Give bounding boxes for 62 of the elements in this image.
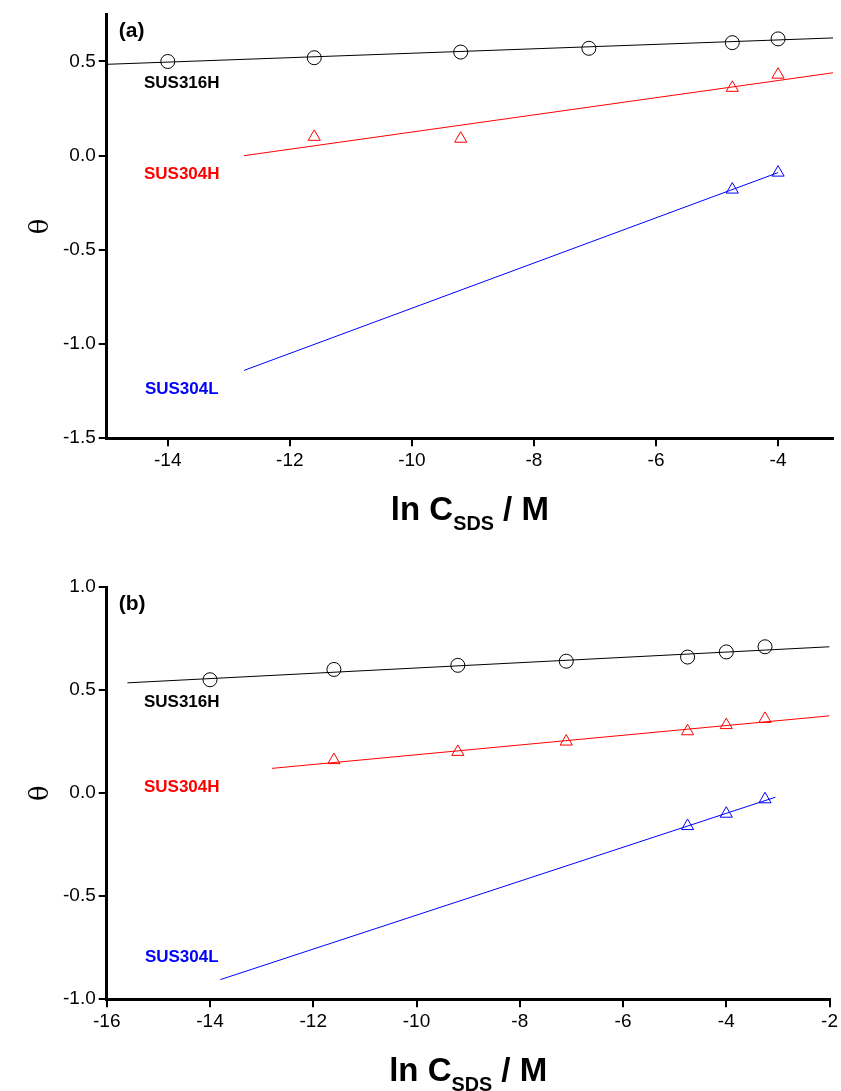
x-tick-label: -4 bbox=[769, 448, 787, 470]
x-tick-label: -8 bbox=[511, 1009, 529, 1031]
point bbox=[719, 717, 733, 730]
point bbox=[681, 723, 695, 736]
y-tick-label: 0.5 bbox=[69, 49, 96, 71]
point bbox=[453, 44, 469, 60]
point bbox=[160, 53, 176, 69]
point bbox=[758, 791, 772, 804]
y-tick-label: -0.5 bbox=[62, 884, 96, 906]
point bbox=[757, 639, 773, 655]
point bbox=[725, 182, 739, 194]
annotation: (a) bbox=[118, 18, 145, 42]
y-axis-title: θ bbox=[24, 785, 54, 801]
x-tick-label: -6 bbox=[647, 448, 665, 470]
x-tick-label: -6 bbox=[614, 1009, 632, 1031]
y-axis-title: θ bbox=[24, 218, 54, 235]
point bbox=[771, 165, 785, 177]
point bbox=[202, 672, 218, 688]
x-tick-label: -2 bbox=[821, 1009, 839, 1031]
point bbox=[770, 31, 786, 47]
point bbox=[681, 818, 695, 831]
point bbox=[719, 806, 733, 818]
y-tick-label: 0.0 bbox=[69, 143, 96, 165]
x-tick-label: -4 bbox=[717, 1009, 736, 1031]
x-tick-label: -8 bbox=[525, 448, 543, 470]
y-tick-label: 0.0 bbox=[69, 781, 96, 803]
point bbox=[307, 129, 321, 141]
y-tick-label: 0.5 bbox=[69, 678, 96, 700]
text: SUS304H bbox=[143, 777, 220, 797]
point bbox=[454, 131, 468, 143]
y-tick-label: -1.5 bbox=[62, 426, 96, 448]
point bbox=[718, 644, 734, 660]
point bbox=[771, 67, 785, 79]
point bbox=[327, 752, 341, 765]
series-label: SUS316H bbox=[143, 691, 220, 711]
point bbox=[581, 40, 597, 56]
point bbox=[451, 744, 465, 756]
y-tick-label: -1.0 bbox=[62, 987, 96, 1009]
x-tick-label: -14 bbox=[196, 1009, 225, 1031]
x-tick-label: -12 bbox=[299, 1009, 327, 1031]
point bbox=[724, 35, 740, 51]
point bbox=[450, 657, 466, 673]
y-tick-label: 1.0 bbox=[69, 575, 96, 597]
x-tick-label: -12 bbox=[276, 448, 304, 470]
x-tick-label: -16 bbox=[93, 1009, 121, 1031]
point bbox=[680, 649, 696, 665]
point bbox=[559, 734, 573, 746]
point bbox=[558, 653, 574, 669]
text: SUS304H bbox=[143, 164, 220, 184]
y-tick-label: -1.0 bbox=[62, 332, 96, 354]
series-label: SUS316H bbox=[143, 73, 220, 92]
annotation: (b) bbox=[118, 590, 146, 614]
text: SUS304L bbox=[144, 379, 219, 399]
point bbox=[725, 80, 739, 92]
x-tick-label: -10 bbox=[398, 448, 426, 470]
point bbox=[326, 661, 342, 677]
y-tick-label: -0.5 bbox=[62, 238, 96, 260]
x-tick-label: -10 bbox=[402, 1009, 431, 1031]
text: SUS304L bbox=[144, 947, 219, 967]
point bbox=[758, 711, 772, 723]
x-tick-label: -14 bbox=[154, 448, 182, 470]
point bbox=[306, 50, 322, 66]
